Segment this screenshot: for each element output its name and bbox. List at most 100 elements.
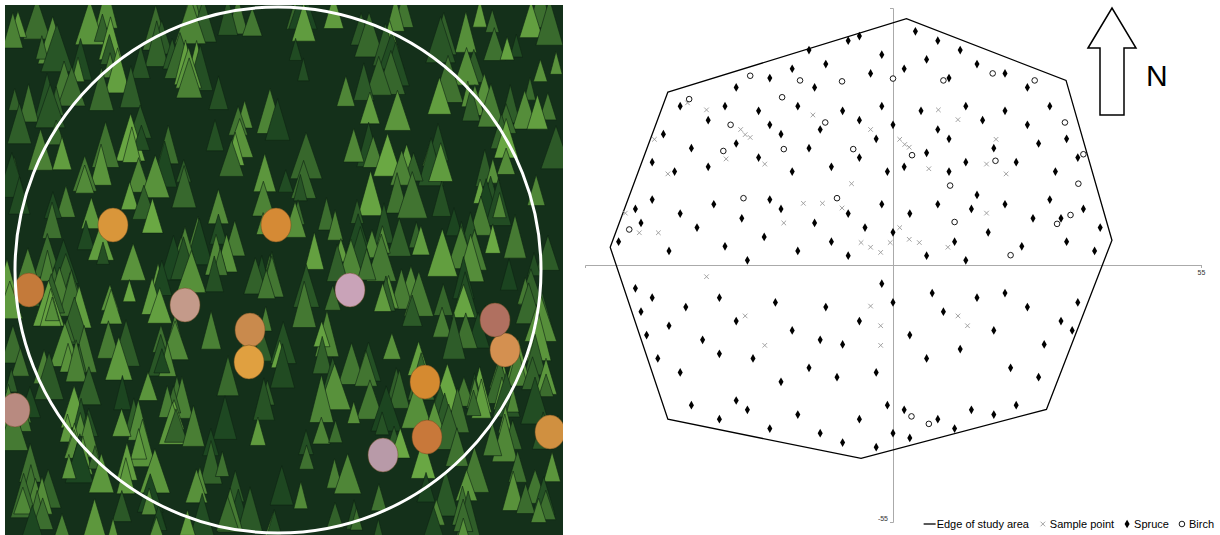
tree-point	[739, 214, 744, 223]
tree-point	[958, 345, 963, 354]
tree-point	[946, 134, 951, 143]
tree-point	[980, 116, 985, 125]
photo-tree	[112, 408, 131, 436]
tree-point	[637, 230, 642, 235]
tree-point	[1047, 195, 1052, 204]
tree-point	[913, 27, 918, 36]
tree-point	[879, 50, 884, 59]
tree-point	[743, 132, 748, 137]
tree-point	[678, 368, 683, 377]
photo-tree	[531, 498, 547, 523]
tree-point	[666, 321, 671, 330]
tree-point	[890, 298, 895, 307]
tree-point	[879, 102, 884, 111]
tree-point	[778, 377, 783, 386]
tree-point	[678, 209, 683, 218]
tree-point	[795, 102, 800, 111]
photo-tree	[305, 232, 324, 269]
legend-symbol	[1125, 520, 1130, 529]
tree-point	[846, 209, 851, 218]
tree-point	[1004, 172, 1009, 177]
photo-tree	[500, 259, 517, 291]
photo-tree	[485, 9, 499, 32]
photo-tree	[114, 375, 131, 409]
tree-point	[974, 293, 979, 302]
tree-point	[738, 127, 743, 132]
tree-point	[862, 223, 867, 232]
legend-symbol	[924, 523, 936, 524]
tree-point	[1002, 289, 1007, 298]
tree-point	[946, 74, 951, 83]
tree-point	[1058, 214, 1063, 223]
north-label: N	[1146, 59, 1168, 92]
photo-tree	[18, 505, 47, 535]
tree-point	[1002, 69, 1007, 78]
photo-tree	[420, 507, 446, 535]
photo-tree	[485, 178, 511, 225]
photo-tree	[402, 295, 422, 326]
tree-point	[868, 127, 873, 132]
photo-tree	[334, 453, 361, 493]
tree-point	[734, 396, 739, 405]
photo-tree	[138, 372, 157, 401]
photo-birch-crown	[412, 420, 442, 454]
photo-tree	[360, 92, 380, 124]
tree-point	[846, 36, 851, 45]
tree-point	[902, 142, 907, 147]
tree-point	[879, 200, 884, 209]
tree-point	[741, 195, 747, 201]
tree-point	[924, 148, 929, 157]
photo-tree	[371, 484, 387, 511]
tree-point	[778, 205, 783, 214]
photo-tree	[324, 5, 344, 29]
legend-item: Edge of study area	[924, 518, 1030, 530]
tree-point	[806, 144, 811, 153]
x-tick-mark	[1201, 265, 1202, 268]
tree-point	[859, 240, 864, 245]
photo-tree	[5, 12, 23, 48]
tree-point	[1014, 401, 1019, 410]
photo-tree	[41, 24, 73, 72]
tree-point	[952, 424, 957, 433]
photo-birch-crown	[235, 313, 265, 347]
tree-point	[888, 240, 893, 245]
photo-tree	[343, 128, 364, 162]
tree-point	[829, 163, 834, 172]
photo-tree	[253, 378, 274, 420]
photo-tree	[145, 517, 167, 535]
tree-point	[724, 157, 729, 162]
tree-point	[633, 205, 638, 214]
photo-tree	[294, 174, 308, 200]
legend-label: Edge of study area	[937, 518, 1030, 530]
tree-point	[857, 153, 862, 162]
tree-point	[1002, 200, 1007, 209]
tree-point	[963, 158, 968, 167]
photo-tree	[265, 99, 290, 141]
photo-tree	[539, 374, 554, 397]
tree-point	[935, 36, 940, 45]
photo-tree	[185, 469, 207, 503]
tree-point	[773, 298, 778, 307]
tree-point	[1025, 83, 1030, 92]
photo-birch-crown	[368, 438, 398, 472]
tree-point	[706, 116, 711, 125]
photo-tree	[374, 283, 392, 312]
tree-point	[839, 79, 845, 85]
tree-point	[907, 237, 912, 242]
photo-birch-crown	[535, 415, 563, 449]
photo-tree	[97, 242, 110, 264]
tree-point	[767, 120, 772, 129]
tree-point	[767, 195, 772, 204]
photo-tree	[90, 144, 111, 185]
photo-tree	[473, 5, 487, 27]
photo-tree	[347, 401, 360, 423]
tree-point	[946, 245, 951, 250]
tree-point	[965, 323, 970, 328]
photo-tree	[104, 518, 122, 535]
tree-point	[818, 125, 823, 134]
tree-point	[812, 219, 817, 228]
photo-tree	[278, 170, 293, 192]
tree-point	[946, 167, 951, 176]
tree-point	[818, 335, 823, 344]
tree-point	[650, 195, 655, 204]
